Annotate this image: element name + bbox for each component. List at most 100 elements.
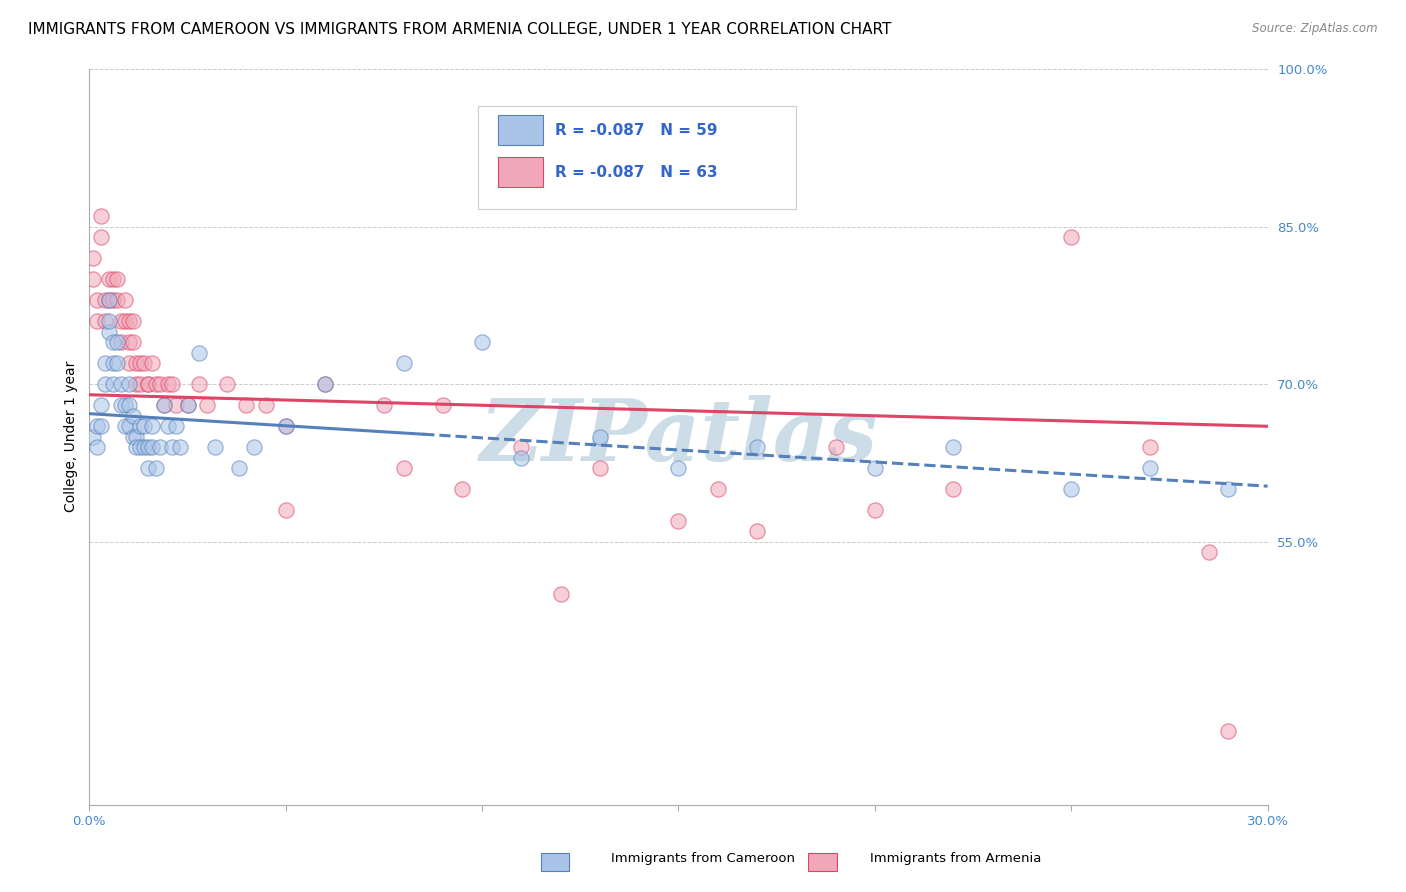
- Point: [1060, 230, 1083, 244]
- Point: [105, 356, 128, 370]
- Point: [165, 419, 187, 434]
- Point: [101, 293, 124, 308]
- Point: [94, 356, 117, 370]
- Point: [550, 587, 572, 601]
- Point: [392, 461, 415, 475]
- FancyBboxPatch shape: [478, 106, 796, 209]
- Point: [129, 377, 152, 392]
- Point: [188, 377, 211, 392]
- Point: [134, 440, 156, 454]
- Point: [149, 377, 172, 392]
- Point: [589, 430, 612, 444]
- Point: [117, 335, 139, 350]
- Point: [1139, 461, 1161, 475]
- Point: [97, 314, 120, 328]
- Point: [134, 356, 156, 370]
- Point: [105, 335, 128, 350]
- Point: [82, 272, 104, 286]
- Point: [153, 398, 176, 412]
- Point: [235, 398, 257, 412]
- Point: [94, 314, 117, 328]
- Point: [94, 293, 117, 308]
- Point: [195, 398, 218, 412]
- Point: [176, 398, 198, 412]
- Point: [121, 314, 143, 328]
- Point: [110, 335, 132, 350]
- Point: [97, 293, 120, 308]
- Point: [668, 461, 690, 475]
- Point: [105, 293, 128, 308]
- Point: [105, 272, 128, 286]
- Point: [188, 345, 211, 359]
- Point: [110, 398, 132, 412]
- Point: [94, 377, 117, 392]
- Point: [432, 398, 454, 412]
- Point: [86, 419, 108, 434]
- Point: [243, 440, 266, 454]
- Point: [82, 251, 104, 265]
- Text: Immigrants from Cameroon: Immigrants from Cameroon: [612, 852, 794, 864]
- Point: [160, 440, 183, 454]
- Text: R = -0.087   N = 59: R = -0.087 N = 59: [555, 122, 717, 137]
- Point: [149, 440, 172, 454]
- Point: [125, 440, 148, 454]
- Point: [153, 398, 176, 412]
- Point: [110, 377, 132, 392]
- Point: [141, 440, 163, 454]
- Point: [136, 377, 159, 392]
- Point: [90, 398, 112, 412]
- Point: [145, 461, 167, 475]
- Point: [97, 293, 120, 308]
- Point: [117, 314, 139, 328]
- Point: [141, 419, 163, 434]
- Point: [114, 293, 136, 308]
- Point: [114, 419, 136, 434]
- Point: [1139, 440, 1161, 454]
- Point: [274, 503, 297, 517]
- Text: Immigrants from Armenia: Immigrants from Armenia: [870, 852, 1042, 864]
- Point: [145, 377, 167, 392]
- Point: [101, 377, 124, 392]
- FancyBboxPatch shape: [498, 157, 543, 186]
- Point: [125, 356, 148, 370]
- Point: [156, 377, 179, 392]
- Point: [863, 503, 886, 517]
- Text: R = -0.087   N = 63: R = -0.087 N = 63: [555, 164, 717, 179]
- Point: [160, 377, 183, 392]
- Point: [90, 230, 112, 244]
- Point: [86, 440, 108, 454]
- Point: [471, 335, 494, 350]
- Point: [121, 335, 143, 350]
- Point: [90, 209, 112, 223]
- Point: [254, 398, 277, 412]
- Point: [129, 356, 152, 370]
- Text: Source: ZipAtlas.com: Source: ZipAtlas.com: [1253, 22, 1378, 36]
- Point: [451, 483, 474, 497]
- Point: [110, 314, 132, 328]
- Point: [101, 335, 124, 350]
- Point: [863, 461, 886, 475]
- Point: [114, 398, 136, 412]
- Point: [97, 325, 120, 339]
- Point: [117, 356, 139, 370]
- Point: [1060, 483, 1083, 497]
- Point: [136, 377, 159, 392]
- Point: [125, 430, 148, 444]
- Point: [942, 440, 965, 454]
- Point: [745, 524, 768, 539]
- Point: [314, 377, 336, 392]
- Point: [942, 483, 965, 497]
- Point: [204, 440, 226, 454]
- Text: ZIPatlas: ZIPatlas: [479, 395, 877, 478]
- Point: [824, 440, 846, 454]
- Point: [1218, 723, 1240, 738]
- Point: [141, 356, 163, 370]
- Point: [117, 419, 139, 434]
- Point: [86, 293, 108, 308]
- Point: [136, 440, 159, 454]
- Point: [510, 440, 533, 454]
- Point: [274, 419, 297, 434]
- Point: [136, 461, 159, 475]
- Point: [706, 483, 728, 497]
- Point: [165, 398, 187, 412]
